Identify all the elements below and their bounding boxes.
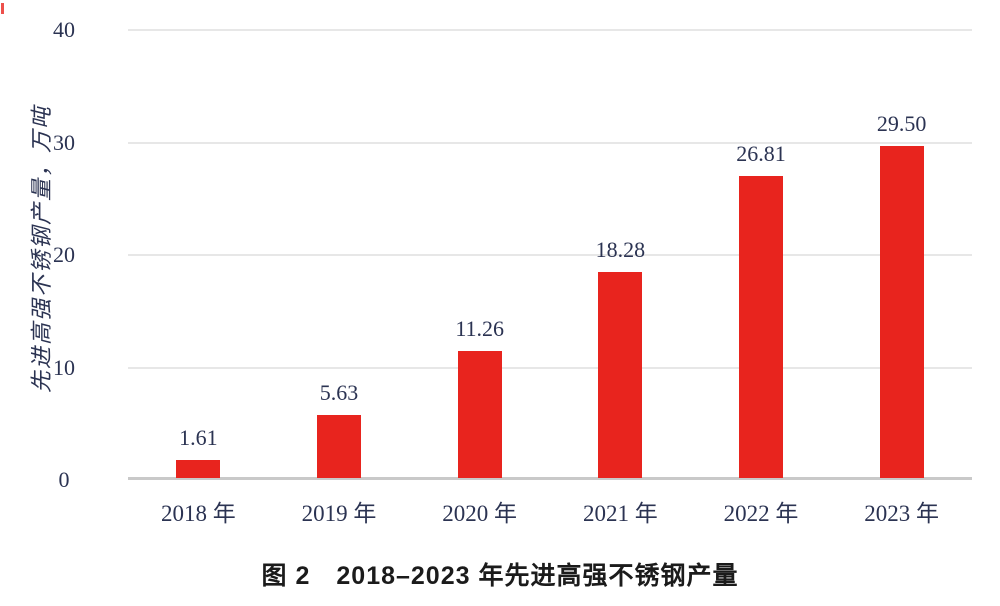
x-tick-label: 2020 年 (442, 501, 518, 526)
bar (598, 272, 643, 478)
bar-value-label: 26.81 (736, 141, 786, 167)
page-edge-artifact (1, 3, 4, 14)
bar-value-label: 1.61 (179, 424, 218, 450)
bar-value-label: 5.63 (319, 379, 359, 405)
x-tick-label: 2018 年 (160, 501, 236, 526)
bar (317, 414, 361, 478)
x-tick-label: 2019 年 (301, 501, 377, 526)
bar (879, 146, 924, 478)
x-tick-label: 2021 年 (582, 501, 658, 526)
gridline (128, 254, 972, 256)
x-tick-label: 2022 年 (723, 501, 799, 526)
y-tick-label: 40 (53, 17, 75, 42)
bar (739, 176, 783, 478)
y-tick-label: 0 (58, 467, 70, 492)
y-tick-label: 30 (53, 129, 75, 155)
x-tick-label: 2023 年 (864, 501, 940, 526)
gridline (128, 366, 972, 369)
gridline (128, 29, 972, 31)
bar-value-label: 11.26 (455, 316, 504, 342)
bar (457, 351, 502, 478)
bar (176, 459, 221, 478)
bar-value-label: 18.28 (595, 237, 646, 263)
chart-caption: 图 2 2018–2023 年先进高强不锈钢产量 (261, 562, 739, 590)
gridline (128, 141, 972, 144)
bar-value-label: 29.50 (876, 111, 927, 137)
y-tick-label: 20 (53, 242, 75, 267)
y-tick-label: 10 (53, 354, 75, 380)
x-axis-line (128, 477, 972, 480)
plot-area: 0 10 20 30 40 1.61 2018 年 5.63 2019 年 11.26 2020 年… (53, 17, 972, 526)
